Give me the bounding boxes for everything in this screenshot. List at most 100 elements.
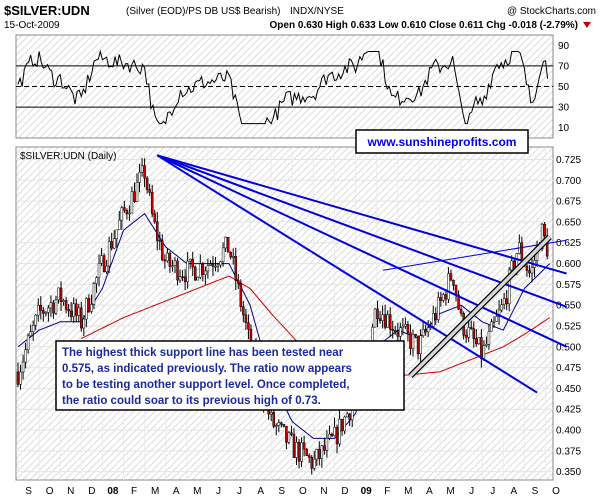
price-bar [102, 253, 106, 273]
price-bar-body [130, 191, 134, 214]
x-tick-label: A [511, 486, 518, 497]
price-bar-body [161, 240, 164, 261]
y-tick-label: 0.375 [556, 446, 581, 457]
price-bar [297, 438, 301, 469]
price-bar [178, 269, 182, 283]
price-bar-body [505, 298, 508, 305]
price-bar-body [92, 283, 96, 305]
price-bar-body [480, 337, 483, 359]
price-bar-body [59, 287, 63, 302]
price-bar [216, 262, 220, 273]
price-bar-body [269, 412, 273, 415]
price-bar [130, 186, 134, 214]
price-bar-body [391, 329, 394, 331]
price-bar-body [487, 331, 491, 345]
price-bar-body [302, 442, 306, 450]
price-bar-body [156, 221, 159, 241]
price-bar [57, 287, 60, 304]
price-bar-body [120, 207, 124, 221]
price-bar-body [343, 416, 346, 432]
price-bar [401, 318, 405, 336]
price-bar-body [39, 305, 43, 311]
price-bar-body [244, 314, 248, 323]
price-bar [237, 273, 240, 290]
price-bar-body [26, 335, 30, 350]
price-bar-body [325, 437, 329, 451]
price-bar [123, 200, 126, 213]
website-link[interactable]: www.sunshineprofits.com [367, 135, 517, 149]
x-tick-label: A [426, 486, 433, 497]
price-bar [214, 256, 217, 272]
price-bar [302, 435, 306, 457]
price-bar [211, 256, 215, 277]
price-bar-body [158, 240, 162, 242]
date-label: 15-Oct-2009 [4, 20, 60, 31]
price-bar-body [69, 310, 73, 317]
price-bar [97, 254, 101, 287]
price-bar [82, 315, 86, 336]
price-bar-body [173, 260, 177, 266]
price-bar-body [16, 371, 20, 385]
main-panel-label: $SILVER:UDN (Daily) [20, 151, 117, 162]
price-bar [188, 258, 192, 269]
x-tick-label: M [446, 486, 454, 497]
price-bar [411, 329, 415, 357]
price-bar [376, 300, 379, 328]
price-bar [404, 317, 407, 330]
price-bar [406, 321, 410, 342]
price-bar-body [345, 413, 349, 418]
x-axis-ticks: S O N D 08 F M A M J J A S O N D 09 F M A M J J A S O [25, 486, 560, 497]
price-bar [95, 276, 98, 293]
price-bar [158, 231, 162, 250]
price-bar-body [188, 258, 192, 262]
rsi-tick-label: 90 [558, 41, 570, 52]
price-bar-body [312, 458, 316, 469]
price-bar-body [272, 412, 275, 427]
price-bar-body [209, 263, 212, 266]
price-bar [452, 279, 455, 291]
price-bar [449, 269, 453, 282]
price-bar-body [80, 307, 83, 329]
price-bar-body [472, 328, 476, 339]
price-bar [421, 321, 425, 338]
x-tick-label: M [404, 486, 412, 497]
price-bar-body [183, 276, 187, 283]
price-bar-body [409, 332, 412, 349]
price-bar [282, 424, 286, 428]
price-bar [464, 329, 468, 344]
price-bar-body [97, 263, 101, 278]
price-bar [320, 444, 324, 468]
price-bar-body [64, 300, 68, 310]
price-bar-body [280, 422, 283, 425]
price-bar-body [388, 314, 392, 330]
price-bar [543, 221, 546, 239]
price-bar [193, 265, 197, 281]
price-bar [125, 208, 129, 220]
price-bar [472, 321, 476, 348]
price-bar [140, 157, 144, 177]
price-bar [275, 423, 278, 436]
price-bar-body [495, 316, 498, 322]
y-tick-label: 0.425 [556, 405, 581, 416]
price-bar [244, 308, 248, 330]
price-bar-body [485, 344, 488, 346]
price-bar [434, 307, 438, 326]
price-bar-body [110, 241, 113, 249]
price-bar [221, 242, 225, 267]
annotation-line: to be testing another support level. Onc… [62, 379, 350, 391]
resistance-line [156, 154, 567, 275]
price-bar-body [90, 304, 93, 312]
price-bar-body [520, 242, 524, 261]
price-bar [444, 291, 448, 306]
price-bar [199, 254, 202, 280]
price-bar [176, 257, 179, 286]
price-bar [118, 210, 121, 231]
price-bar [431, 305, 435, 330]
price-bar [133, 182, 136, 203]
price-bar-body [373, 308, 377, 328]
price-bar [201, 261, 205, 282]
price-bar-body [502, 298, 506, 305]
price-bar [467, 319, 470, 343]
price-bar-body [67, 308, 70, 312]
price-bar-body [49, 302, 53, 309]
